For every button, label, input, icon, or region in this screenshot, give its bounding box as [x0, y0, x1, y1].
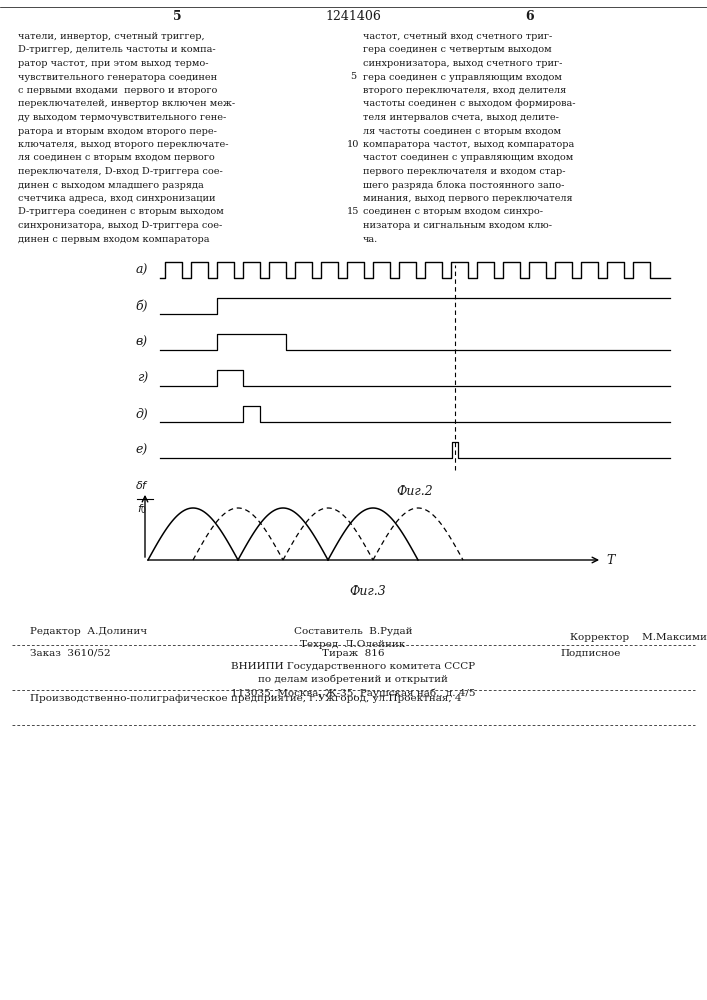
Text: 6: 6: [526, 10, 534, 23]
Text: Заказ  3610/52: Заказ 3610/52: [30, 649, 110, 658]
Text: синхронизатора, выход D-триггера сое-: синхронизатора, выход D-триггера сое-: [18, 221, 222, 230]
Text: 5: 5: [350, 72, 356, 81]
Text: ключателя, выход второго переключате-: ключателя, выход второго переключате-: [18, 140, 228, 149]
Text: Техред  Л.Олейник: Техред Л.Олейник: [300, 640, 406, 649]
Text: д): д): [135, 408, 148, 420]
Text: по делам изобретений и открытий: по делам изобретений и открытий: [258, 675, 448, 684]
Text: 1241406: 1241406: [325, 10, 381, 23]
Text: г): г): [136, 371, 148, 384]
Text: Корректор    М.Максимишинец: Корректор М.Максимишинец: [570, 633, 707, 642]
Text: компаратора частот, выход компаратора: компаратора частот, выход компаратора: [363, 140, 574, 149]
Text: гера соединен с четвертым выходом: гера соединен с четвертым выходом: [363, 45, 551, 54]
Text: минания, выход первого переключателя: минания, выход первого переключателя: [363, 194, 573, 203]
Text: Подписное: Подписное: [560, 649, 620, 658]
Text: частоты соединен с выходом формирова-: частоты соединен с выходом формирова-: [363, 100, 575, 108]
Text: динен с выходом младшего разряда: динен с выходом младшего разряда: [18, 180, 204, 190]
Text: первого переключателя и входом стар-: первого переключателя и входом стар-: [363, 167, 566, 176]
Text: шего разряда блока постоянного запо-: шего разряда блока постоянного запо-: [363, 180, 564, 190]
Text: ратор частот, при этом выход термо-: ратор частот, при этом выход термо-: [18, 59, 209, 68]
Text: $\delta f$: $\delta f$: [135, 479, 149, 491]
Text: Тираж  816: Тираж 816: [322, 649, 384, 658]
Text: 5: 5: [173, 10, 181, 23]
Text: соединен с вторым входом синхро-: соединен с вторым входом синхро-: [363, 208, 543, 217]
Text: теля интервалов счета, выход делите-: теля интервалов счета, выход делите-: [363, 113, 559, 122]
Text: D-триггера соединен с вторым выходом: D-триггера соединен с вторым выходом: [18, 208, 223, 217]
Text: с первыми входами  первого и второго: с первыми входами первого и второго: [18, 86, 217, 95]
Text: переключателя, D-вход D-триггера сое-: переключателя, D-вход D-триггера сое-: [18, 167, 223, 176]
Text: Составитель  В.Рудай: Составитель В.Рудай: [293, 627, 412, 636]
Text: ВНИИПИ Государственного комитета СССР: ВНИИПИ Государственного комитета СССР: [231, 662, 475, 671]
Text: частот, счетный вход счетного триг-: частот, счетный вход счетного триг-: [363, 32, 552, 41]
Text: ду выходом термочувствительного гене-: ду выходом термочувствительного гене-: [18, 113, 226, 122]
Text: T: T: [606, 554, 614, 566]
Text: чатели, инвертор, счетный триггер,: чатели, инвертор, счетный триггер,: [18, 32, 204, 41]
Text: ча.: ча.: [363, 234, 378, 243]
Text: 15: 15: [347, 207, 359, 216]
Text: ля соединен с вторым входом первого: ля соединен с вторым входом первого: [18, 153, 215, 162]
Text: счетчика адреса, вход синхронизации: счетчика адреса, вход синхронизации: [18, 194, 216, 203]
Text: низатора и сигнальным входом клю-: низатора и сигнальным входом клю-: [363, 221, 552, 230]
Text: в): в): [136, 336, 148, 349]
Text: чувствительного генератора соединен: чувствительного генератора соединен: [18, 73, 217, 82]
Text: гера соединен с управляющим входом: гера соединен с управляющим входом: [363, 73, 562, 82]
Text: ля частоты соединен с вторым входом: ля частоты соединен с вторым входом: [363, 126, 561, 135]
Text: ратора и вторым входом второго пере-: ратора и вторым входом второго пере-: [18, 126, 217, 135]
Text: Фиг.3: Фиг.3: [349, 585, 386, 598]
Text: динен с первым входом компаратора: динен с первым входом компаратора: [18, 234, 209, 243]
Text: б): б): [136, 300, 148, 312]
Text: D-триггер, делитель частоты и компа-: D-триггер, делитель частоты и компа-: [18, 45, 216, 54]
Text: Производственно-полиграфическое предприятие, г.Ужгород, ул.Проектная, 4: Производственно-полиграфическое предприя…: [30, 694, 462, 703]
Text: а): а): [136, 263, 148, 276]
Text: переключателей, инвертор включен меж-: переключателей, инвертор включен меж-: [18, 100, 235, 108]
Text: $f_0$: $f_0$: [137, 502, 147, 516]
Text: частот соединен с управляющим входом: частот соединен с управляющим входом: [363, 153, 573, 162]
Text: второго переключателя, вход делителя: второго переключателя, вход делителя: [363, 86, 566, 95]
Text: 10: 10: [347, 140, 359, 149]
Text: е): е): [136, 444, 148, 456]
Text: Редактор  А.Долинич: Редактор А.Долинич: [30, 627, 147, 636]
Text: синхронизатора, выход счетного триг-: синхронизатора, выход счетного триг-: [363, 59, 562, 68]
Text: 113035, Москва, Ж-35, Раушская наб., д. 4/5: 113035, Москва, Ж-35, Раушская наб., д. …: [230, 688, 475, 698]
Text: Фиг.2: Фиг.2: [397, 485, 433, 498]
